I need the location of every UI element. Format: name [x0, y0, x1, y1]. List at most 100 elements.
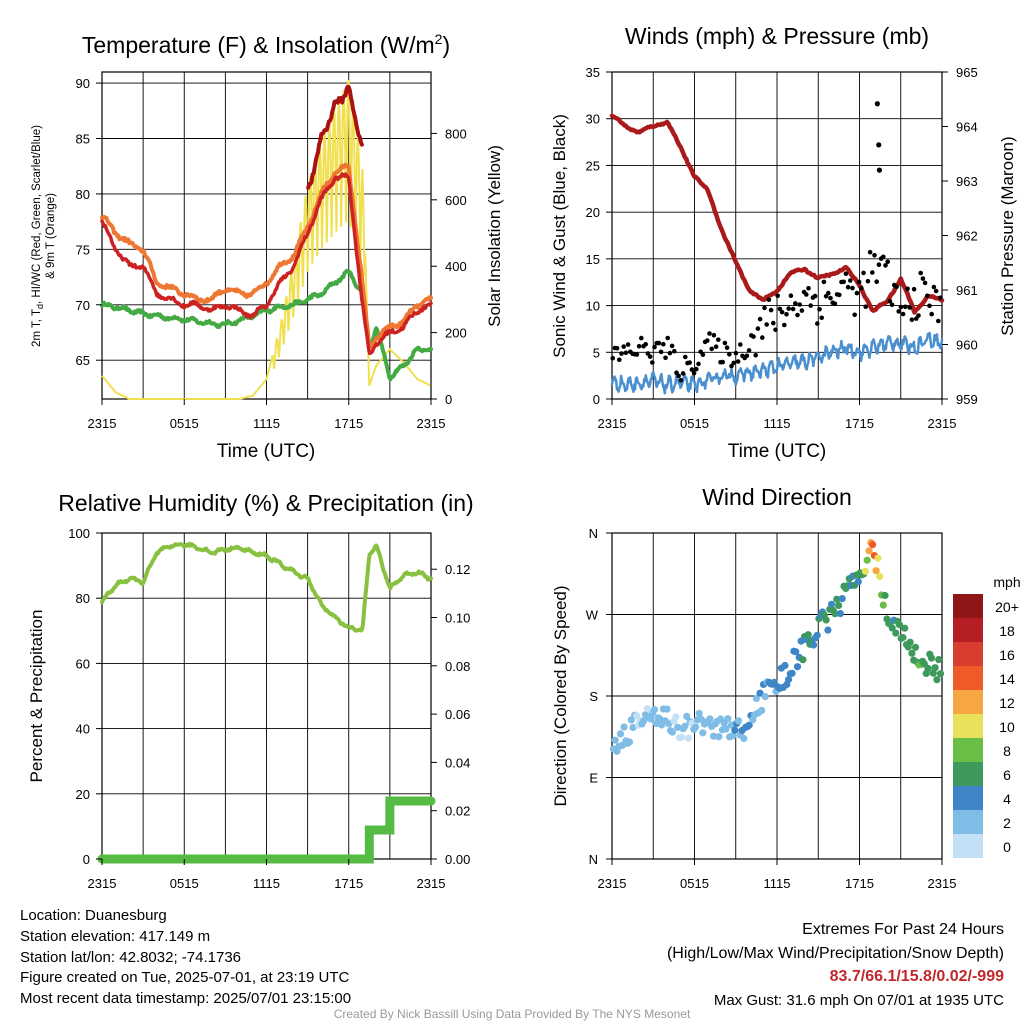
gust-point — [722, 340, 728, 346]
colorbar-swatch — [953, 618, 983, 642]
y-tick-label: 0 — [83, 852, 90, 867]
colorbar-swatch — [953, 594, 983, 618]
direction-point — [709, 732, 718, 740]
x-tick-label: 2315 — [598, 876, 627, 891]
winds-title: Winds (mph) & Pressure (mb) — [625, 23, 929, 49]
y-tick-label: 0 — [593, 392, 600, 407]
direction-point — [799, 656, 807, 664]
gust-point — [795, 312, 800, 318]
gust-point — [799, 308, 805, 313]
direction-point — [734, 717, 743, 725]
gust-point — [883, 263, 888, 268]
direction-point — [804, 631, 812, 639]
colorbar-label: 16 — [999, 647, 1015, 663]
y2-tick-label: 0.04 — [445, 755, 470, 770]
winds-yticks: 0 5 10 15 20 25 30 35 — [586, 65, 612, 407]
gust-point — [656, 340, 662, 346]
heat-index-line — [306, 84, 364, 190]
extremes-subtitle: (High/Low/Max Wind/Precipitation/Snow De… — [666, 944, 1004, 962]
winds-panel: Winds (mph) & Pressure (mb) 0 5 10 15 20 25 30… — [550, 23, 1017, 462]
gust-point — [815, 321, 820, 326]
y2-tick-label: 0.00 — [445, 852, 470, 867]
direction-point — [745, 721, 753, 729]
winds-vgrid — [652, 72, 902, 399]
gust-point — [933, 288, 939, 294]
gust-point — [672, 348, 677, 354]
direction-point — [640, 717, 648, 725]
gust-point — [779, 309, 785, 315]
dewpoint-line — [100, 268, 433, 382]
y-tick-label: 80 — [76, 591, 90, 606]
gust-point — [680, 371, 686, 376]
y-tick-label: 15 — [586, 252, 600, 267]
y2-tick-label: 960 — [956, 338, 978, 353]
direction-point — [854, 578, 862, 586]
gust-point — [894, 284, 899, 290]
gust-point — [812, 293, 818, 299]
gust-point — [614, 345, 620, 351]
gust-point — [760, 335, 765, 340]
winds-lines — [609, 101, 945, 395]
temperature-ylabel-line2: & 9m T (Orange) — [45, 193, 57, 279]
gust-point — [713, 344, 719, 350]
x-tick-label: 1715 — [845, 416, 874, 431]
colorbar-swatch — [953, 666, 983, 690]
direction-point — [785, 675, 793, 684]
gust-point — [856, 279, 862, 285]
y2-tick-label: 963 — [956, 174, 978, 189]
gust-point — [876, 262, 882, 268]
gust-point — [621, 344, 626, 349]
y-tick-label: E — [589, 771, 598, 786]
direction-point — [752, 694, 761, 703]
direction-point — [715, 733, 723, 741]
gust-point — [784, 312, 789, 317]
temperature-y2ticks: 0 200 400 600 800 — [431, 126, 467, 407]
direction-point — [611, 736, 619, 744]
colorbar-swatch — [953, 714, 983, 738]
gust-point — [925, 293, 930, 299]
direction-point — [895, 621, 904, 629]
y-tick-label: 65 — [76, 353, 90, 368]
gust-point — [909, 317, 915, 323]
gust-point — [735, 359, 741, 364]
speed-colorbar: mph 20+ 18 16 14 12 10 8 6 4 2 0 — [953, 574, 1021, 858]
direction-point — [647, 715, 655, 723]
extremes-box: Extremes For Past 24 Hours (High/Low/Max… — [667, 918, 1004, 1012]
winds-ylabel: Sonic Wind & Gust (Blue, Black) — [550, 114, 569, 358]
x-tick-label: 2315 — [598, 416, 627, 431]
gust-point — [848, 278, 853, 283]
gust-point — [821, 279, 827, 285]
direction-point — [788, 669, 796, 677]
humidity-panel: Relative Humidity (%) & Precipitation (i… — [27, 490, 474, 891]
direction-point — [827, 600, 836, 608]
gust-point — [711, 332, 717, 338]
gust-point — [762, 305, 767, 311]
direction-point — [927, 654, 936, 662]
humidity-vgrid — [142, 533, 391, 859]
gust-point — [931, 284, 937, 290]
station-info: Location: Duanesburg Station elevation: … — [20, 906, 351, 1010]
direction-point — [824, 626, 832, 634]
gust-point — [658, 349, 664, 355]
gust-point — [817, 306, 822, 312]
x-tick-label: 0515 — [170, 416, 199, 431]
gust-point — [861, 270, 866, 276]
colorbar-label: 4 — [1003, 791, 1011, 807]
gust-point — [808, 303, 813, 308]
gust-point — [843, 271, 849, 277]
gust-point — [707, 331, 712, 336]
direction-title: Wind Direction — [702, 484, 852, 510]
y-tick-label: W — [586, 608, 599, 623]
gust-point — [911, 286, 917, 292]
gust-point — [724, 345, 730, 351]
gust-point — [689, 367, 695, 372]
direction-point — [706, 715, 714, 723]
direction-point — [793, 663, 802, 671]
gust-point — [683, 354, 688, 360]
gust-point — [619, 351, 624, 356]
x-tick-label: 1115 — [253, 876, 280, 891]
x-tick-label: 0515 — [170, 876, 199, 891]
direction-point — [722, 725, 730, 733]
gust-point — [636, 343, 642, 349]
